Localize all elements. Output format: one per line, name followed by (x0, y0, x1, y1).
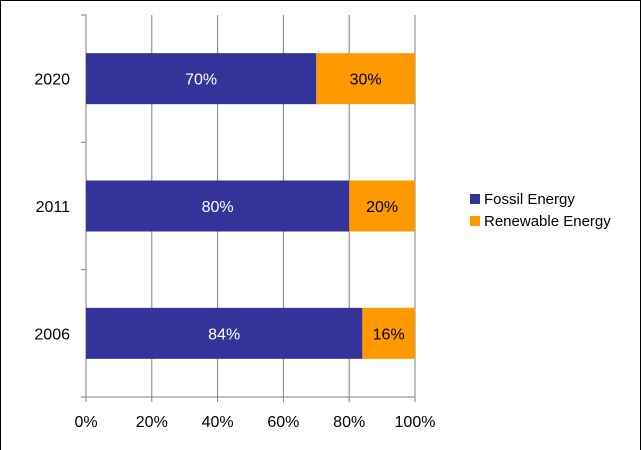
bar-fossil-energy-2006 (86, 307, 363, 359)
data-label: 20% (366, 199, 398, 216)
legend-label: Fossil Energy (484, 191, 575, 208)
label-layer: 84% 16% 80% 20% 70% 30% (185, 72, 405, 344)
data-label: 16% (373, 326, 405, 343)
bar-fossil-energy-2020 (86, 53, 317, 105)
bar-renewable-energy-2006 (362, 307, 415, 359)
y-tick-label: 2020 (34, 72, 70, 89)
x-tick-label: 40% (202, 414, 234, 431)
x-tick-label: 100% (395, 414, 436, 431)
legend-swatch (470, 194, 480, 204)
data-label: 80% (202, 199, 234, 216)
x-tick-label: 0% (74, 414, 97, 431)
data-label: 30% (350, 72, 382, 89)
x-tick-label: 80% (333, 414, 365, 431)
x-tick-label: 20% (136, 414, 168, 431)
x-tick-label: 60% (267, 414, 299, 431)
bar-fossil-energy-2011 (86, 180, 350, 232)
data-label: 84% (208, 326, 240, 343)
y-tick-label: 2011 (36, 199, 71, 216)
data-label: 70% (185, 72, 217, 89)
bar-renewable-energy-2020 (316, 53, 415, 105)
legend-swatch (470, 216, 480, 226)
legend-label: Renewable Energy (484, 213, 611, 230)
tick-layer: 0% 20% 40% 60% 80% 100% 2006 2011 2020 (34, 72, 435, 431)
y-tick-label: 2006 (34, 326, 70, 343)
bar-renewable-energy-2011 (349, 180, 415, 232)
bar-layer (86, 53, 415, 359)
legend: Fossil Energy Renewable Energy (470, 191, 611, 230)
